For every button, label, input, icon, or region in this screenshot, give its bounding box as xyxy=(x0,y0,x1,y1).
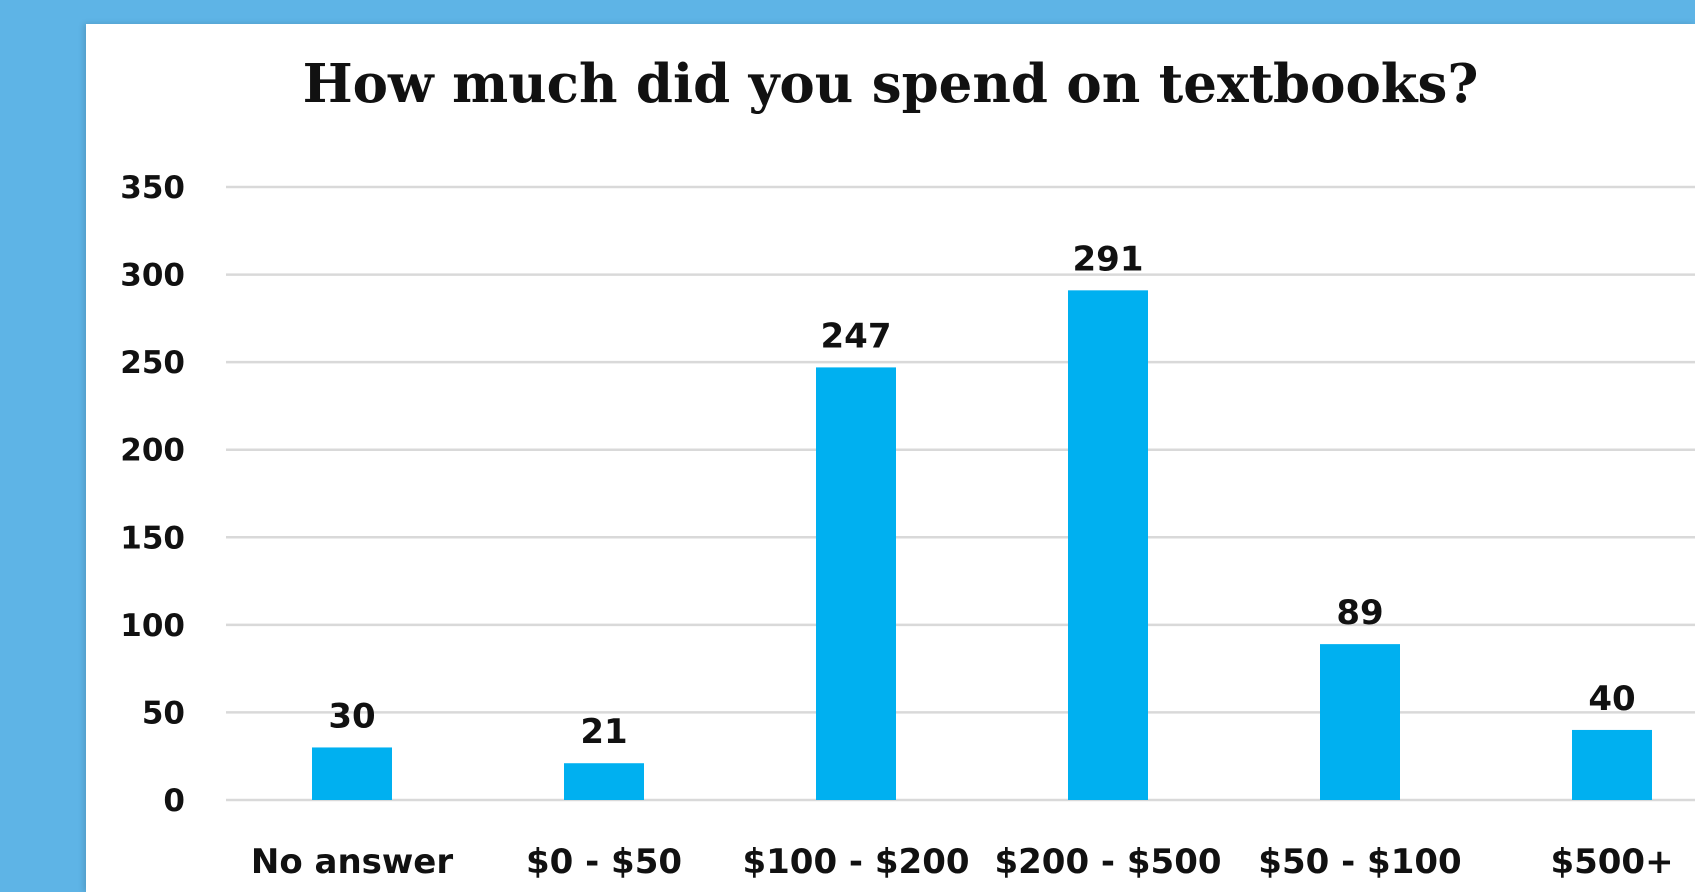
bar xyxy=(1572,729,1652,800)
chart-title: How much did you spend on textbooks? xyxy=(302,53,1479,115)
bar xyxy=(312,747,392,800)
y-axis-ticks: 0 50 100 150 200 250 300 350 xyxy=(120,170,185,819)
bars xyxy=(312,290,1652,800)
x-category-label: $0 - $50 xyxy=(526,842,682,882)
x-category-label: $500+ xyxy=(1550,842,1673,882)
data-labels: 30 21 247 291 89 40 xyxy=(328,239,1635,752)
data-label: 89 xyxy=(1336,593,1383,633)
y-tick-label: 350 xyxy=(120,170,185,206)
bar xyxy=(816,367,896,800)
y-tick-label: 0 xyxy=(163,783,185,819)
bar xyxy=(564,763,644,800)
data-label: 40 xyxy=(1588,679,1635,719)
x-category-label: $50 - $100 xyxy=(1258,842,1461,882)
data-label: 30 xyxy=(328,696,375,736)
y-tick-label: 150 xyxy=(120,520,185,556)
x-category-label: $100 - $200 xyxy=(742,842,969,882)
y-tick-label: 50 xyxy=(142,695,185,731)
x-category-label: No answer xyxy=(251,842,454,882)
data-label: 291 xyxy=(1073,239,1144,279)
bar xyxy=(1320,644,1400,800)
bar xyxy=(1068,290,1148,800)
y-tick-label: 200 xyxy=(120,433,185,469)
x-category-label: $200 - $500 xyxy=(994,842,1221,882)
y-tick-label: 100 xyxy=(120,608,185,644)
gridlines xyxy=(226,185,1695,802)
data-label: 21 xyxy=(580,712,627,752)
data-label: 247 xyxy=(821,316,892,356)
y-tick-label: 300 xyxy=(120,258,185,294)
x-axis-categories: No answer $0 - $50 $100 - $200 $200 - $500 $… xyxy=(251,842,1674,882)
y-tick-label: 250 xyxy=(120,345,185,381)
